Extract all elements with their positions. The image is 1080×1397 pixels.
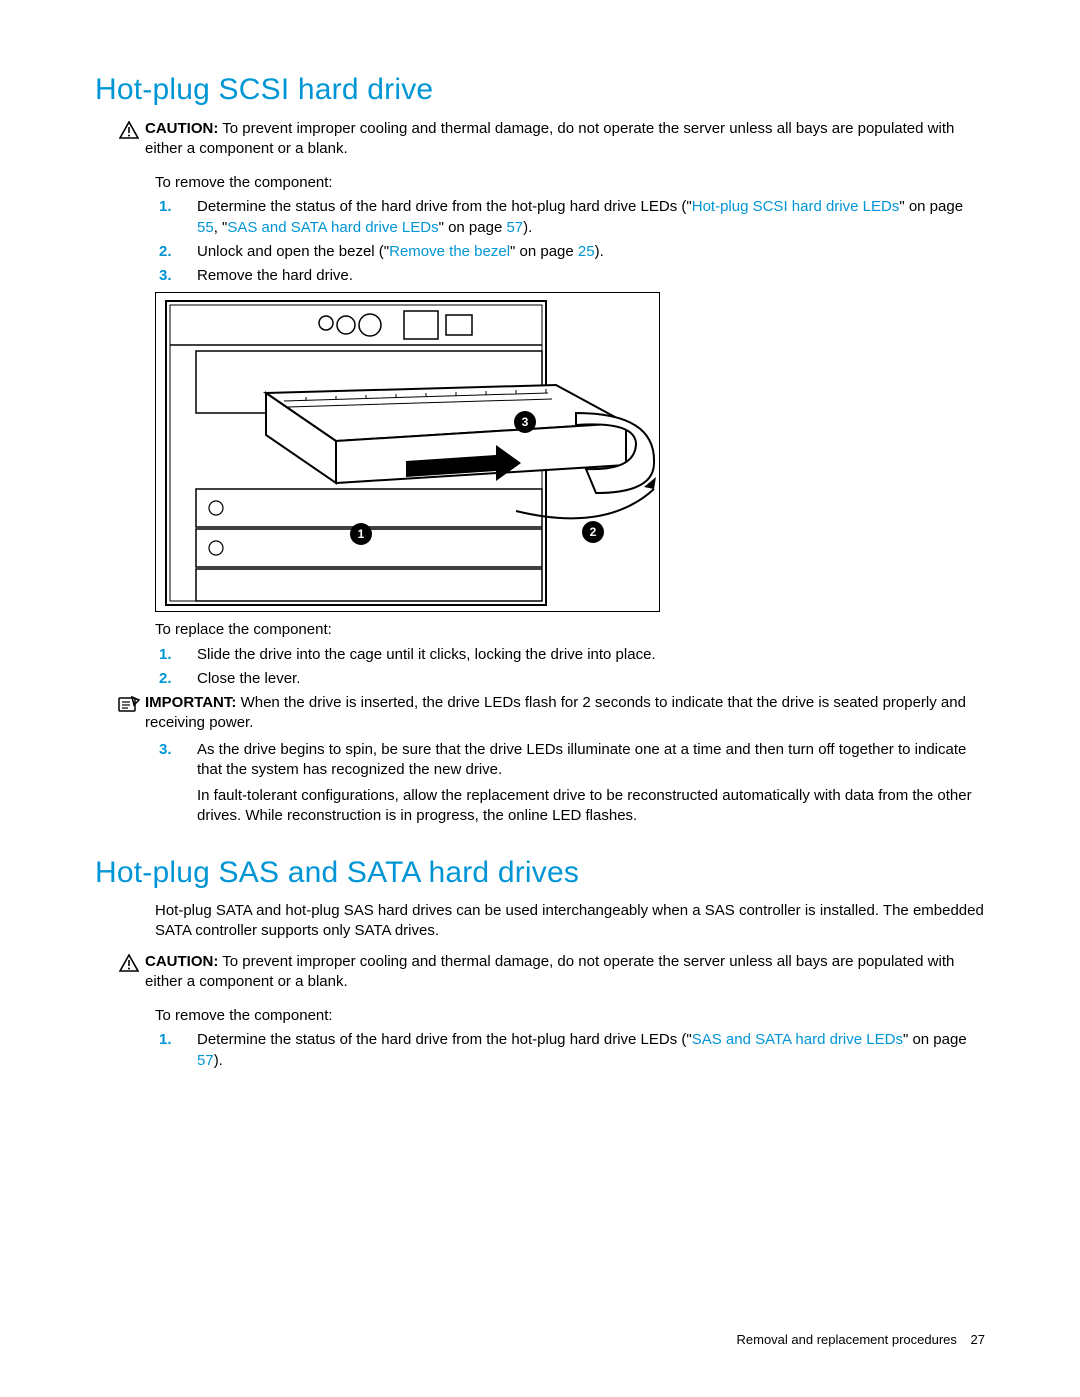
page: Hot-plug SCSI hard drive CAUTION: To pre… <box>0 0 1080 1397</box>
important-text: When the drive is inserted, the drive LE… <box>145 694 966 731</box>
step-text: ). <box>523 219 532 236</box>
step-text: ). <box>214 1052 223 1069</box>
caution-icon <box>115 119 143 139</box>
sas-intro: Hot-plug SATA and hot-plug SAS hard driv… <box>155 901 985 942</box>
link-page-57[interactable]: 57 <box>506 219 523 236</box>
caution-text: To prevent improper cooling and thermal … <box>145 953 954 990</box>
link-page-55[interactable]: 55 <box>197 219 214 236</box>
step-extra: In fault-tolerant configurations, allow … <box>197 786 985 827</box>
important-callout: IMPORTANT: When the drive is inserted, t… <box>115 693 985 734</box>
step-number: 1. <box>159 645 172 665</box>
important-label: IMPORTANT: <box>145 694 236 711</box>
step-text: , " <box>214 219 228 236</box>
step-text: Determine the status of the hard drive f… <box>197 198 692 215</box>
caution-body: CAUTION: To prevent improper cooling and… <box>143 119 985 160</box>
important-icon <box>115 693 143 713</box>
step-3: 3. Remove the hard drive. <box>191 266 985 286</box>
replace-steps: 1. Slide the drive into the cage until i… <box>155 645 985 690</box>
step-text: As the drive begins to spin, be sure tha… <box>197 741 966 778</box>
figure-svg <box>156 293 660 612</box>
step-2: 2. Close the lever. <box>191 669 985 689</box>
link-remove-bezel[interactable]: Remove the bezel <box>389 243 510 260</box>
step-1: 1. Determine the status of the hard driv… <box>191 197 985 238</box>
link-sas-sata-leds[interactable]: SAS and SATA hard drive LEDs <box>692 1031 903 1048</box>
step-text: ). <box>595 243 604 260</box>
remove-intro-2: To remove the component: <box>155 1006 985 1026</box>
caution-text-content: To prevent improper cooling and thermal … <box>145 120 954 157</box>
step-text: Slide the drive into the cage until it c… <box>197 646 656 663</box>
caution-icon <box>115 952 143 972</box>
step-text: " on page <box>903 1031 967 1048</box>
caution-body: CAUTION: To prevent improper cooling and… <box>143 952 985 993</box>
step-text: " on page <box>439 219 507 236</box>
caution-callout: CAUTION: To prevent improper cooling and… <box>115 119 985 160</box>
heading-sas-sata: Hot-plug SAS and SATA hard drives <box>95 853 985 894</box>
figure-drive-removal: 1 2 3 <box>155 292 660 612</box>
step-1: 1. Determine the status of the hard driv… <box>191 1030 985 1071</box>
link-scsi-leds[interactable]: Hot-plug SCSI hard drive LEDs <box>692 198 900 215</box>
step-number: 3. <box>159 740 172 760</box>
step-number: 1. <box>159 197 172 217</box>
step-number: 1. <box>159 1030 172 1050</box>
footer-text: Removal and replacement procedures <box>737 1332 957 1347</box>
heading-scsi: Hot-plug SCSI hard drive <box>95 70 985 111</box>
remove-intro: To remove the component: <box>155 173 985 193</box>
step-text: " on page <box>899 198 963 215</box>
step-1: 1. Slide the drive into the cage until i… <box>191 645 985 665</box>
step-number: 2. <box>159 669 172 689</box>
replace-intro: To replace the component: <box>155 620 985 640</box>
important-body: IMPORTANT: When the drive is inserted, t… <box>143 693 985 734</box>
step-number: 2. <box>159 242 172 262</box>
link-sas-sata-leds[interactable]: SAS and SATA hard drive LEDs <box>227 219 438 236</box>
replace-steps-cont: 3. As the drive begins to spin, be sure … <box>155 740 985 827</box>
step-2: 2. Unlock and open the bezel ("Remove th… <box>191 242 985 262</box>
caution-label: CAUTION: <box>145 953 218 970</box>
step-text: Unlock and open the bezel (" <box>197 243 389 260</box>
caution-callout-2: CAUTION: To prevent improper cooling and… <box>115 952 985 993</box>
link-page-25[interactable]: 25 <box>578 243 595 260</box>
page-footer: Removal and replacement procedures 27 <box>737 1331 986 1349</box>
step-text: Determine the status of the hard drive f… <box>197 1031 692 1048</box>
remove-steps: 1. Determine the status of the hard driv… <box>155 197 985 286</box>
remove-steps-2: 1. Determine the status of the hard driv… <box>155 1030 985 1071</box>
step-number: 3. <box>159 266 172 286</box>
caution-label: CAUTION: <box>145 120 218 137</box>
step-text: " on page <box>510 243 578 260</box>
footer-page: 27 <box>971 1332 985 1347</box>
step-3: 3. As the drive begins to spin, be sure … <box>191 740 985 827</box>
step-text: Close the lever. <box>197 670 300 687</box>
link-page-57[interactable]: 57 <box>197 1052 214 1069</box>
step-text: Remove the hard drive. <box>197 267 353 284</box>
